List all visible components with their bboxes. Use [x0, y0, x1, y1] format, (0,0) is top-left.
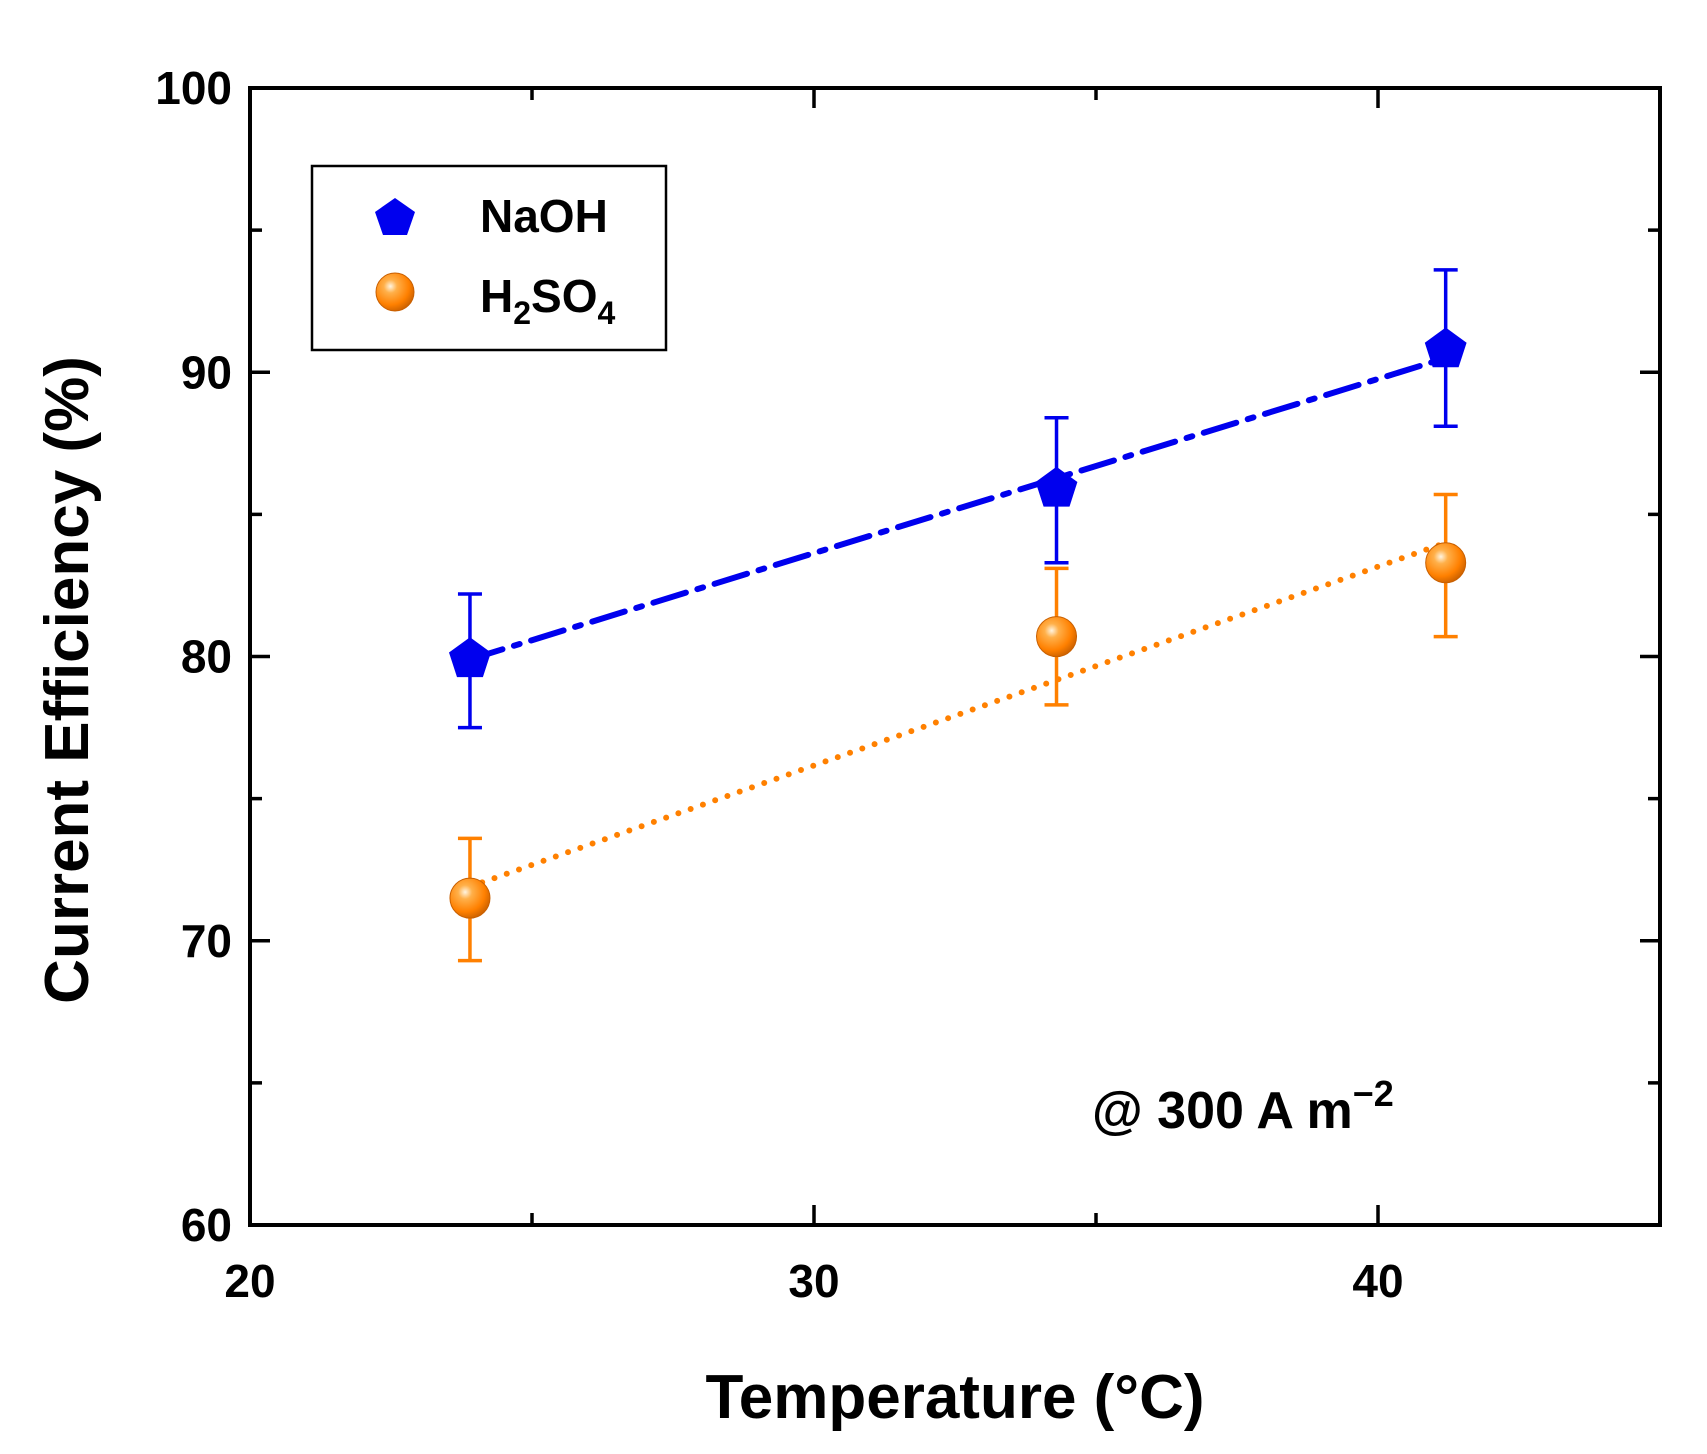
- point-naoh: [1035, 466, 1078, 507]
- y-tick-label: 70: [181, 915, 232, 967]
- x-axis-title: Temperature (°C): [705, 1363, 1204, 1432]
- legend-frame: [310, 164, 668, 352]
- x-tick-label: 30: [788, 1255, 839, 1307]
- legend-h2so4-sub1: 2: [513, 295, 531, 331]
- annotation-prefix: @ 300 A m: [1092, 1082, 1353, 1140]
- y-tick-label: 60: [181, 1199, 232, 1251]
- axes: 20 30 40 60 70 80 90 100: [155, 62, 1662, 1307]
- legend-h2so4-part2: SO: [531, 270, 597, 322]
- legend-marker-naoh-pentagon-icon: [375, 198, 415, 235]
- plot-area: [449, 268, 1467, 963]
- x-tick-label: 20: [224, 1255, 275, 1307]
- y-tick-label: 90: [181, 346, 232, 398]
- point-h2so4: [1036, 616, 1078, 658]
- y-axis-title: Current Efficiency (%): [33, 356, 102, 1004]
- legend-h2so4-part1: H: [480, 270, 513, 322]
- point-naoh: [449, 637, 491, 678]
- legend-label-naoh: NaOH: [480, 190, 608, 242]
- point-h2so4: [449, 877, 491, 919]
- legend: NaOH H2SO4: [310, 164, 668, 352]
- y-tick-label: 100: [155, 62, 232, 114]
- current-density-annotation: @ 300 A m−2: [1092, 1073, 1394, 1140]
- point-naoh: [1424, 327, 1467, 368]
- point-h2so4: [1425, 542, 1467, 584]
- x-tick-label: 40: [1352, 1255, 1403, 1307]
- legend-label-h2so4: H2SO4: [480, 270, 616, 331]
- fit-line-naoh: [466, 355, 1449, 663]
- y-tick-label: 80: [181, 631, 232, 683]
- legend-marker-h2so4-sphere-icon: [375, 272, 415, 312]
- fit-line-h2so4: [466, 539, 1449, 890]
- annotation-superscript: −2: [1353, 1073, 1394, 1114]
- legend-h2so4-sub2: 4: [598, 295, 616, 331]
